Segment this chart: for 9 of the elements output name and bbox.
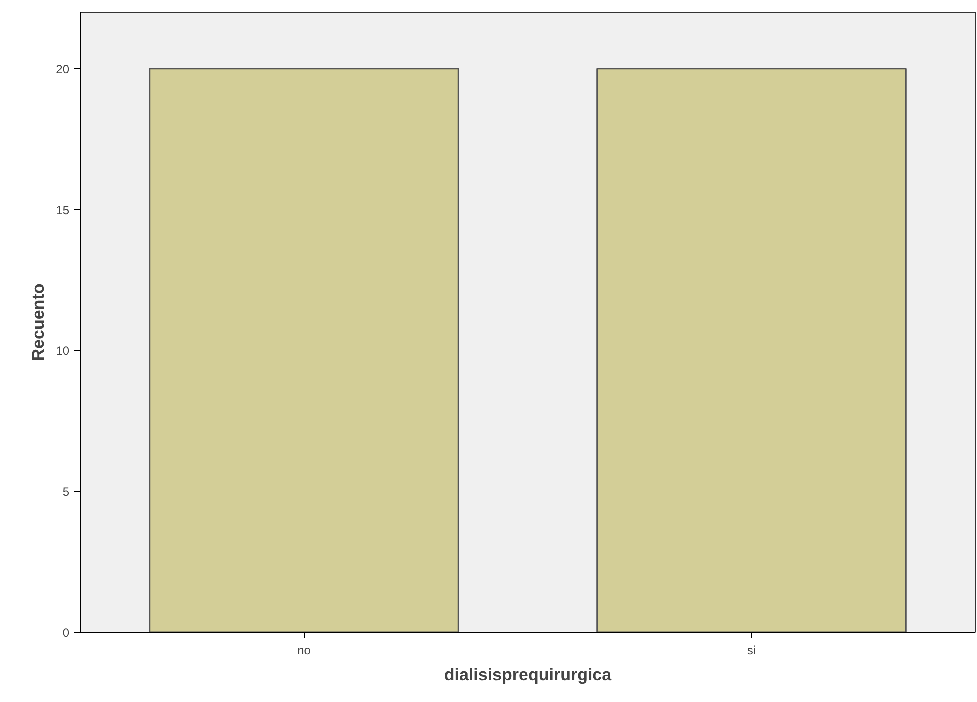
x-axis-title: dialisisprequirurgica: [444, 666, 612, 684]
x-tick-label: si: [747, 644, 756, 658]
y-tick-label: 15: [56, 203, 70, 218]
y-tick-label: 20: [56, 62, 70, 76]
y-axis-title: Recuento: [29, 284, 48, 362]
y-tick-label: 10: [56, 344, 70, 358]
x-tick-label: no: [298, 644, 312, 658]
y-tick-label: 0: [62, 626, 70, 640]
y-tick-label: 5: [62, 485, 70, 500]
